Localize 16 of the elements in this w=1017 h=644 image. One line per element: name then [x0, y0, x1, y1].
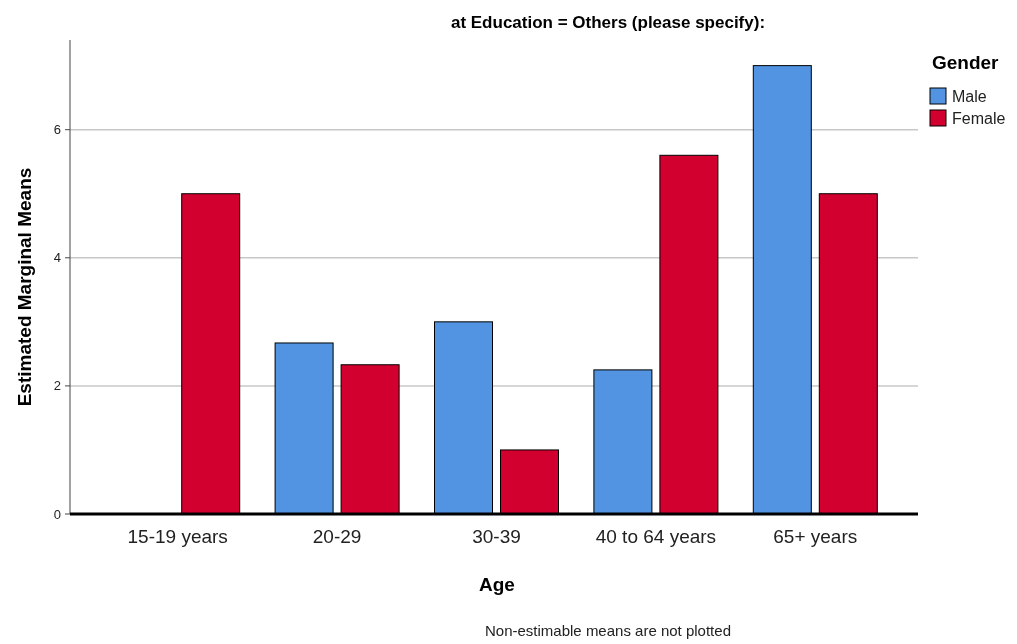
y-tick-label: 2 — [53, 378, 61, 394]
y-axis-title: Estimated Marginal Means — [14, 167, 35, 407]
x-axis-title: Age — [479, 574, 515, 595]
x-tick-label: 65+ years — [773, 526, 858, 547]
y-tick-label: 4 — [53, 250, 61, 266]
x-tick-label: 20-29 — [312, 526, 362, 547]
y-tick-label: 0 — [53, 506, 61, 522]
y-tick-label: 6 — [53, 122, 61, 138]
legend-label: Female — [952, 110, 1006, 127]
legend-title: Gender — [932, 52, 1000, 73]
text: Non-estimable means are not plotted — [485, 622, 731, 639]
x-tick-label: 40 to 64 years — [595, 526, 717, 547]
chart-title: at Education = Others (please specify): — [450, 13, 766, 32]
legend-label: Male — [952, 88, 987, 105]
x-tick-label: 30-39 — [472, 526, 521, 547]
x-tick-label: 15-19 years — [127, 526, 228, 547]
